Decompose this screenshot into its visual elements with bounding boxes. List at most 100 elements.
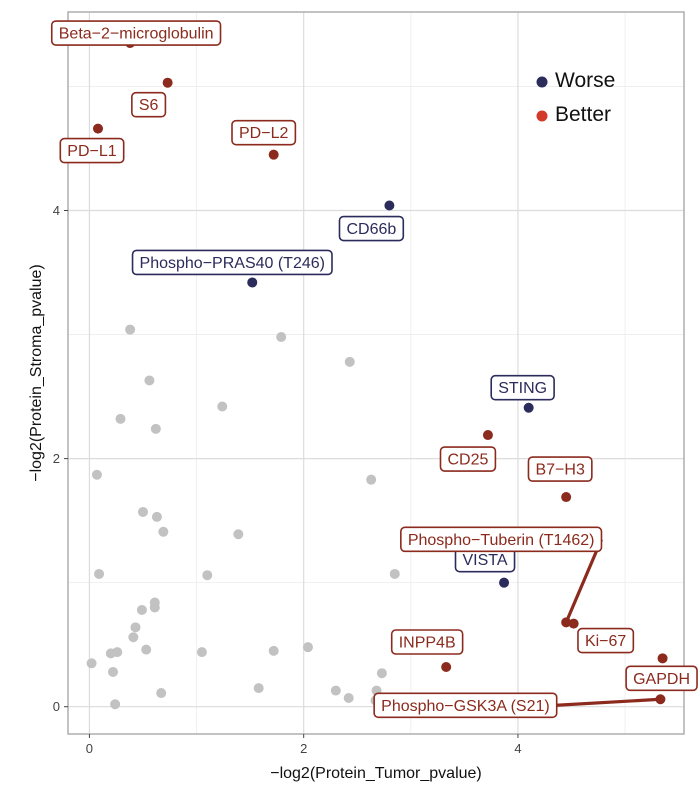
label-leader-line <box>564 538 603 623</box>
data-point-labeled <box>384 200 395 211</box>
data-point-unlabeled <box>302 642 313 653</box>
point-label: STING <box>490 374 555 401</box>
data-point-unlabeled <box>268 645 279 656</box>
point-label: CD25 <box>439 446 497 472</box>
data-point-unlabeled <box>233 529 244 540</box>
point-label-box <box>131 91 167 118</box>
data-points <box>86 38 668 710</box>
plot-frame <box>67 11 685 735</box>
data-point-unlabeled <box>86 658 97 669</box>
point-label-text: STING <box>498 380 547 397</box>
data-point-unlabeled <box>202 570 213 581</box>
x-tick-label: 2 <box>300 741 307 756</box>
y-tick-label: 0 <box>53 699 60 714</box>
point-label-box <box>490 374 555 401</box>
point-label-text: CD66b <box>346 221 396 238</box>
point-label-text: Ki−67 <box>585 633 626 650</box>
point-label-box <box>373 692 558 719</box>
data-point-unlabeled <box>196 647 207 658</box>
point-label: Beta−2−microglobulin <box>50 20 222 46</box>
data-point-unlabeled <box>107 666 118 677</box>
legend-worse-label: Worse <box>555 69 615 92</box>
y-tick-label: 2 <box>53 451 60 466</box>
point-label-box <box>439 446 497 472</box>
data-point-unlabeled <box>91 469 102 480</box>
point-label-text: Phospho−Tuberin (T1462) <box>408 532 595 549</box>
data-point-labeled <box>568 618 579 629</box>
legend: Worse Better <box>536 69 615 126</box>
data-point-unlabeled <box>115 413 126 424</box>
data-point-labeled <box>441 662 452 673</box>
point-label-text: Phospho−PRAS40 (T246) <box>140 255 325 272</box>
point-label-box <box>400 526 603 553</box>
data-point-unlabeled <box>389 568 400 579</box>
data-point-unlabeled <box>137 506 148 517</box>
point-label-box <box>527 456 593 482</box>
data-point-unlabeled <box>144 375 155 386</box>
label-leader-line <box>556 697 661 707</box>
point-label: VISTA <box>454 546 516 573</box>
data-point-labeled <box>268 149 279 160</box>
point-label-box <box>59 137 125 164</box>
data-point-labeled <box>561 617 572 628</box>
data-point-unlabeled <box>344 356 355 367</box>
x-tick-label: 0 <box>86 741 93 756</box>
point-label: CD66b <box>338 215 405 242</box>
point-label: Phospho−GSK3A (S21) <box>373 692 558 719</box>
data-point-unlabeled <box>149 602 160 613</box>
data-point-labeled <box>482 430 493 441</box>
point-label-box <box>390 629 464 655</box>
data-point-unlabeled <box>253 683 264 694</box>
point-label-box <box>50 20 222 46</box>
point-label-text: Beta−2−microglobulin <box>59 26 214 43</box>
legend-better-label: Better <box>555 103 611 126</box>
point-label-box <box>577 627 635 654</box>
point-label-text: CD25 <box>447 452 488 469</box>
point-label: PD−L2 <box>231 119 297 146</box>
data-point-unlabeled <box>376 668 387 679</box>
point-label: Phospho−PRAS40 (T246) <box>131 249 333 276</box>
legend-worse-marker <box>536 76 548 88</box>
point-label-box <box>231 119 297 146</box>
point-label: S6 <box>131 91 167 118</box>
point-label-box <box>625 665 698 692</box>
data-point-unlabeled <box>125 324 136 335</box>
legend-better-marker <box>536 110 548 122</box>
label-leader-lines <box>556 538 661 707</box>
data-point-unlabeled <box>158 526 169 537</box>
data-point-unlabeled <box>150 423 161 434</box>
point-label-text: PD−L1 <box>67 143 116 160</box>
data-point-unlabeled <box>366 474 377 485</box>
point-label: GAPDH <box>625 665 698 692</box>
data-point-unlabeled <box>110 699 121 710</box>
point-label-text: INPP4B <box>399 635 456 652</box>
data-point-unlabeled <box>343 693 354 704</box>
point-labels: Beta−2−microglobulin S6 PD−L1 PD−L2 CD66b Pho… <box>50 20 698 719</box>
point-label-text: B7−H3 <box>535 462 584 479</box>
point-label-text: S6 <box>139 97 159 114</box>
data-point-unlabeled <box>136 604 147 615</box>
point-label: B7−H3 <box>527 456 593 482</box>
point-label: PD−L1 <box>59 137 125 164</box>
data-point-labeled <box>655 694 666 705</box>
point-label: Ki−67 <box>577 627 635 654</box>
data-point-unlabeled <box>128 632 139 643</box>
point-label-text: PD−L2 <box>239 125 288 142</box>
data-point-unlabeled <box>141 644 152 655</box>
data-point-labeled <box>247 277 258 288</box>
point-label-text: GAPDH <box>633 671 690 688</box>
data-point-unlabeled <box>156 688 167 699</box>
y-tick-label: 4 <box>53 203 60 218</box>
data-point-labeled <box>92 123 103 134</box>
point-label: INPP4B <box>390 629 464 655</box>
data-point-unlabeled <box>105 648 116 659</box>
data-point-labeled <box>523 402 534 413</box>
data-point-unlabeled <box>94 568 105 579</box>
data-point-labeled <box>657 653 668 664</box>
point-label-text: Phospho−GSK3A (S21) <box>381 698 550 715</box>
point-label-box <box>338 215 405 242</box>
data-point-labeled <box>162 77 173 88</box>
point-label-text: VISTA <box>462 552 507 569</box>
axis-ticks: 0 2 4 0 2 4 <box>53 203 522 756</box>
